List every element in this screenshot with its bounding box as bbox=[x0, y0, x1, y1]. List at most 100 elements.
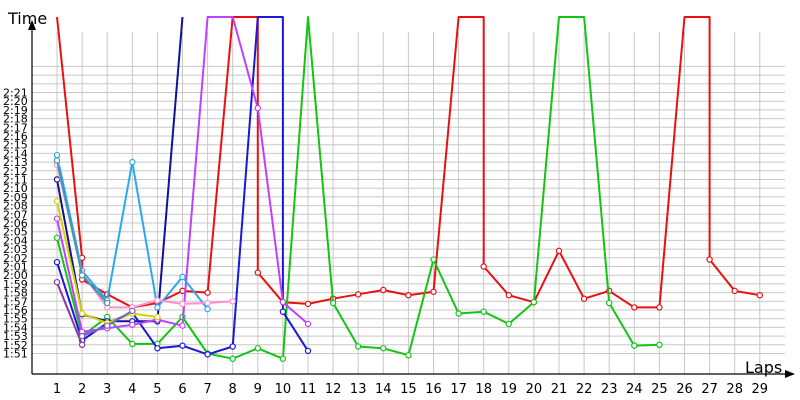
data-point bbox=[154, 345, 161, 352]
data-point bbox=[53, 278, 61, 286]
x-tick-label: 15 bbox=[400, 382, 417, 397]
data-point bbox=[204, 351, 211, 358]
data-point bbox=[254, 269, 261, 276]
y-tick-label: 2:16 bbox=[3, 130, 28, 143]
y-tick-labels: 1:511:521:531:541:551:561:571:581:592:00… bbox=[3, 87, 28, 361]
x-tick-label: 25 bbox=[651, 382, 668, 397]
x-tick-label: 17 bbox=[450, 382, 467, 397]
data-point bbox=[204, 299, 211, 307]
data-point bbox=[78, 310, 86, 317]
data-point bbox=[430, 288, 437, 295]
data-point bbox=[204, 289, 211, 296]
y-tick-label: 2:05 bbox=[3, 226, 28, 239]
data-point bbox=[129, 321, 136, 328]
x-tick-label: 21 bbox=[551, 382, 568, 397]
x-tick-label: 28 bbox=[726, 382, 743, 397]
y-tick-label: 1:55 bbox=[3, 313, 28, 326]
series-2 bbox=[53, 16, 663, 362]
data-point bbox=[731, 287, 738, 295]
data-point bbox=[329, 299, 337, 307]
x-tick-label: 20 bbox=[526, 382, 543, 397]
data-point bbox=[405, 352, 412, 359]
x-tick-label: 1 bbox=[53, 382, 61, 397]
data-point bbox=[505, 292, 512, 299]
data-point bbox=[656, 341, 663, 348]
x-tick-label: 4 bbox=[128, 382, 136, 397]
y-tick-label: 2:00 bbox=[3, 269, 28, 282]
data-point bbox=[78, 332, 86, 340]
y-tick-label: 2:10 bbox=[3, 182, 28, 195]
data-point bbox=[179, 322, 186, 329]
x-tick-label: 10 bbox=[275, 382, 292, 397]
y-tick-label: 2:13 bbox=[3, 156, 28, 169]
x-tick-label: 12 bbox=[325, 382, 342, 397]
y-tick-label: 2:12 bbox=[3, 165, 28, 178]
data-point bbox=[204, 305, 211, 313]
data-point bbox=[53, 198, 61, 205]
x-tick-label: 13 bbox=[350, 382, 367, 397]
data-point bbox=[480, 263, 487, 270]
y-axis-arrow bbox=[28, 20, 36, 30]
data-point bbox=[706, 256, 713, 263]
x-tick-label: 7 bbox=[203, 382, 211, 397]
data-point bbox=[129, 307, 136, 315]
data-point bbox=[53, 234, 61, 241]
x-tick-label: 6 bbox=[178, 382, 186, 397]
x-tick-label: 14 bbox=[375, 382, 392, 397]
data-point bbox=[606, 299, 613, 307]
axes bbox=[28, 20, 795, 378]
series-9 bbox=[53, 157, 111, 307]
data-point bbox=[254, 104, 261, 112]
data-point bbox=[505, 320, 512, 328]
y-tick-label: 2:06 bbox=[3, 217, 28, 230]
data-point bbox=[53, 151, 61, 159]
data-point bbox=[304, 320, 312, 328]
data-point bbox=[53, 157, 61, 164]
y-tick-label: 2:09 bbox=[3, 191, 28, 204]
x-tick-label: 16 bbox=[425, 382, 442, 397]
data-point bbox=[78, 272, 86, 279]
series-line bbox=[56, 16, 309, 356]
y-tick-label: 2:03 bbox=[3, 243, 28, 256]
data-point bbox=[229, 343, 236, 350]
data-point bbox=[380, 345, 387, 352]
x-tick-label: 23 bbox=[601, 382, 618, 397]
data-point bbox=[480, 308, 487, 315]
data-point bbox=[304, 300, 312, 308]
y-tick-label: 2:15 bbox=[3, 139, 28, 152]
y-tick-label: 1:58 bbox=[3, 287, 28, 300]
y-tick-label: 2:11 bbox=[3, 174, 28, 187]
y-tick-label: 1:51 bbox=[3, 348, 28, 361]
data-point bbox=[279, 308, 287, 315]
data-point bbox=[53, 258, 61, 266]
y-tick-label: 1:59 bbox=[3, 278, 28, 291]
y-tick-label: 2:02 bbox=[3, 252, 28, 265]
y-axis-label: Time bbox=[7, 9, 47, 28]
data-point bbox=[129, 340, 136, 348]
x-tick-label: 22 bbox=[576, 382, 593, 397]
data-point bbox=[103, 299, 111, 307]
data-point bbox=[254, 345, 261, 352]
data-point bbox=[154, 313, 161, 321]
x-axis-arrow bbox=[785, 370, 795, 378]
x-tick-label: 24 bbox=[626, 382, 643, 397]
x-tick-label: 5 bbox=[153, 382, 161, 397]
y-tick-label: 1:56 bbox=[3, 304, 28, 317]
data-point bbox=[53, 176, 61, 183]
data-point bbox=[229, 355, 236, 362]
x-tick-label: 2 bbox=[78, 382, 86, 397]
data-point bbox=[430, 256, 437, 263]
data-point bbox=[154, 304, 161, 311]
x-tick-label: 9 bbox=[254, 382, 262, 397]
data-point bbox=[380, 286, 387, 294]
y-tick-label: 2:14 bbox=[3, 147, 28, 160]
data-point bbox=[756, 292, 764, 299]
data-point bbox=[355, 291, 362, 298]
y-tick-label: 2:20 bbox=[3, 95, 28, 108]
series-10 bbox=[53, 278, 86, 348]
data-point bbox=[78, 341, 86, 348]
y-tick-label: 1:52 bbox=[3, 339, 28, 352]
x-tick-label: 27 bbox=[701, 382, 718, 397]
data-point bbox=[229, 298, 236, 305]
data-point bbox=[304, 347, 312, 355]
